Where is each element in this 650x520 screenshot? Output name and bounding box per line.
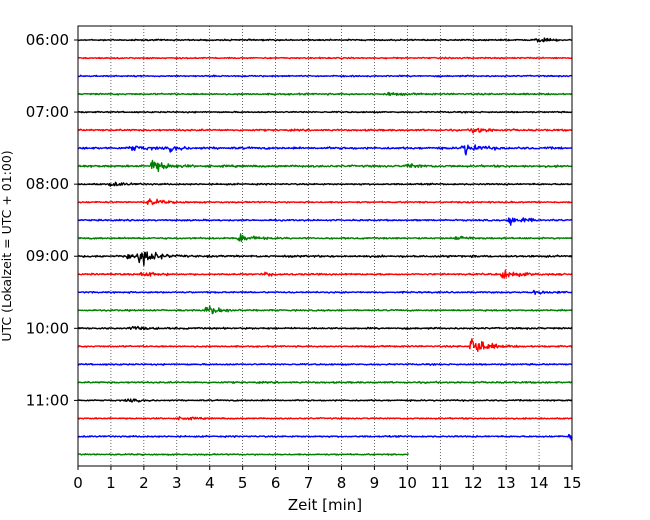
seismic-traces	[77, 37, 573, 456]
x-tick-label-1: 1	[106, 474, 116, 492]
x-tick-label-9: 9	[370, 474, 380, 492]
trace-0930	[77, 289, 573, 296]
x-tick-label-7: 7	[304, 474, 314, 492]
trace-0715	[77, 127, 573, 134]
trace-0645	[77, 91, 573, 97]
trace-1130	[77, 433, 573, 441]
trace-1000	[77, 325, 573, 331]
trace-0745	[77, 159, 573, 173]
x-axis-ticks: 0 1 2 3 4 5 6 7 8 9 10 11 12 13 14 15	[73, 466, 582, 492]
trace-0615	[77, 56, 573, 60]
y-tick-label-5: 11:00	[26, 391, 69, 409]
trace-0630	[77, 74, 573, 78]
trace-1045	[77, 380, 573, 385]
y-tick-label-2: 08:00	[26, 175, 69, 193]
x-tick-label-2: 2	[139, 474, 149, 492]
grid-lines	[110, 26, 540, 466]
trace-0730	[77, 144, 573, 156]
trace-0800	[77, 181, 573, 187]
y-tick-label-0: 06:00	[26, 31, 69, 49]
trace-0815	[77, 198, 573, 206]
trace-1115	[77, 416, 573, 421]
trace-0830	[77, 217, 573, 226]
plot-frame	[77, 25, 573, 467]
x-tick-label-10: 10	[398, 474, 417, 492]
y-tick-label-1: 07:00	[26, 103, 69, 121]
x-tick-label-14: 14	[530, 474, 549, 492]
y-tick-label-3: 09:00	[26, 247, 69, 265]
x-axis-label: Zeit [min]	[288, 496, 362, 514]
x-tick-label-15: 15	[562, 474, 581, 492]
x-tick-label-3: 3	[172, 474, 182, 492]
x-tick-label-8: 8	[337, 474, 347, 492]
x-tick-label-12: 12	[464, 474, 483, 492]
x-tick-label-6: 6	[271, 474, 281, 492]
trace-0845	[77, 233, 573, 243]
trace-0600	[77, 37, 573, 43]
trace-0700	[77, 110, 573, 114]
trace-1100	[77, 398, 573, 403]
x-tick-label-13: 13	[497, 474, 516, 492]
x-tick-label-0: 0	[73, 474, 83, 492]
trace-1145	[77, 452, 409, 456]
y-axis-ticks: 06:00 07:00 08:00 09:00 10:00 11:00	[26, 31, 78, 409]
y-axis-label: UTC (Lokalzeit = UTC + 01:00)	[0, 150, 14, 341]
x-tick-label-4: 4	[205, 474, 215, 492]
x-tick-label-11: 11	[431, 474, 450, 492]
trace-0945	[77, 305, 573, 315]
trace-0915	[77, 269, 573, 279]
y-tick-label-4: 10:00	[26, 319, 69, 337]
trace-0900	[77, 251, 573, 266]
x-tick-label-5: 5	[238, 474, 248, 492]
trace-1030	[77, 362, 573, 366]
trace-1015	[77, 338, 573, 352]
